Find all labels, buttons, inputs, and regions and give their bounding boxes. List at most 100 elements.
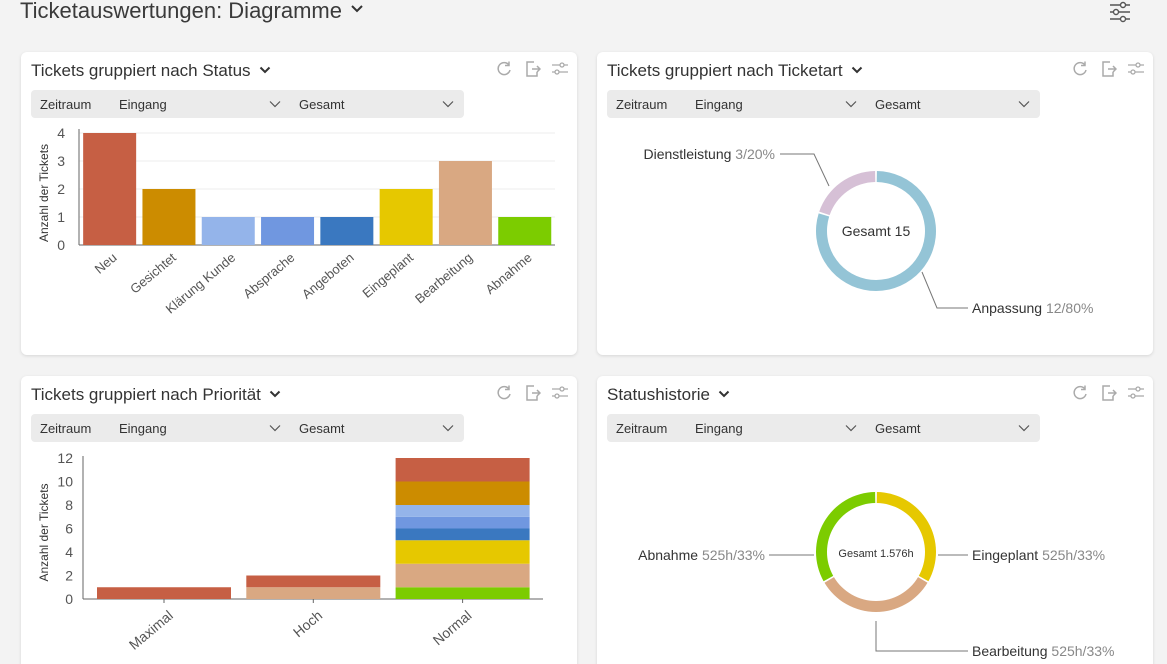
filter-gesamt-value: Gesamt	[299, 420, 345, 436]
donut-slice-bearbeitung	[824, 577, 928, 612]
card-header: Tickets gruppiert nach Ticketart	[607, 60, 863, 82]
bar-angeboten	[320, 217, 374, 245]
filter-zeitraum-label: Zeitraum	[40, 96, 92, 112]
bar-abnahme	[498, 217, 552, 245]
slice-label-bearbeitung: Bearbeitung 525h/33%	[972, 643, 1114, 659]
y-tick-label: 10	[57, 474, 73, 490]
sliders-icon[interactable]	[1108, 0, 1132, 26]
export-icon[interactable]	[523, 384, 542, 402]
bar-neu	[83, 133, 137, 245]
export-icon[interactable]	[523, 60, 542, 78]
filter-bar: Zeitraum Eingang Gesamt	[31, 90, 464, 118]
chevron-down-icon	[845, 101, 857, 108]
bar-segment-normal	[395, 540, 530, 564]
sliders-icon[interactable]	[551, 384, 569, 402]
y-tick-label: 0	[57, 237, 65, 253]
chevron-down-icon	[442, 425, 454, 432]
ticketart-card: Gesamt 15 Anpassung 12/80% Dienstleistung …	[597, 52, 1153, 355]
sliders-icon[interactable]	[1127, 384, 1145, 402]
card-title: Tickets gruppiert nach Priorität	[31, 385, 261, 404]
sliders-icon[interactable]	[551, 60, 569, 78]
filter-eingang-value: Eingang	[695, 420, 743, 436]
leader-line	[875, 621, 968, 652]
statushistorie-card: Gesamt 1.576h Eingeplant 525h/33% Bearbeit…	[597, 376, 1153, 664]
slice-value: 525h/33%	[1042, 547, 1105, 563]
chevron-down-icon[interactable]	[350, 1, 364, 19]
donut-slice-eingeplant	[876, 492, 936, 582]
filter-gesamt-select[interactable]: Gesamt	[291, 414, 464, 442]
y-tick-label: 1	[57, 209, 65, 225]
filter-bar: Zeitraum Eingang Gesamt	[31, 414, 464, 442]
filter-gesamt-select[interactable]: Gesamt	[867, 90, 1040, 118]
x-tick-label: Eingeplant	[359, 250, 416, 301]
chevron-down-icon	[442, 101, 454, 108]
refresh-icon[interactable]	[1071, 60, 1089, 78]
filter-bar: Zeitraum Eingang Gesamt	[607, 414, 1040, 442]
y-tick-label: 12	[57, 450, 73, 466]
y-tick-label: 8	[65, 497, 73, 513]
card-title: Tickets gruppiert nach Status	[31, 61, 251, 80]
bar-absprache	[261, 217, 315, 245]
bar-segment-normal	[395, 505, 530, 517]
x-tick-label: Gesichtet	[127, 250, 179, 297]
sliders-icon[interactable]	[1127, 60, 1145, 78]
refresh-icon[interactable]	[1071, 384, 1089, 402]
filter-eingang-value: Eingang	[119, 96, 167, 112]
filter-bar: Zeitraum Eingang Gesamt	[607, 90, 1040, 118]
filter-gesamt-select[interactable]: Gesamt	[867, 414, 1040, 442]
y-tick-label: 2	[65, 568, 73, 584]
bar-segment-maximal	[97, 587, 231, 599]
bar-segment-hoch	[246, 587, 381, 599]
refresh-icon[interactable]	[495, 60, 513, 78]
leader-line	[780, 153, 830, 187]
chevron-down-icon[interactable]	[851, 62, 863, 80]
refresh-icon[interactable]	[495, 384, 513, 402]
y-tick-label: 4	[65, 544, 73, 560]
donut-center-label: Gesamt 15	[842, 223, 911, 239]
filter-eingang-select[interactable]: Eingang	[687, 414, 867, 442]
filter-eingang-value: Eingang	[119, 420, 167, 436]
x-tick-label: Abnahme	[482, 250, 534, 297]
card-tools	[1071, 60, 1145, 78]
filter-eingang-select[interactable]: Eingang	[687, 90, 867, 118]
bar-segment-normal	[395, 528, 530, 541]
chevron-down-icon[interactable]	[718, 386, 730, 404]
y-tick-label: 2	[57, 181, 65, 197]
card-title: Tickets gruppiert nach Ticketart	[607, 61, 843, 80]
bar-segment-normal	[395, 563, 530, 588]
chevron-down-icon[interactable]	[269, 386, 281, 404]
ticketart-donut-chart: Gesamt 15 Anpassung 12/80% Dienstleistung …	[643, 146, 1093, 316]
card-header: Tickets gruppiert nach Status	[31, 60, 271, 82]
slice-value: 12/80%	[1046, 300, 1093, 316]
slice-label-eingeplant: Eingeplant 525h/33%	[972, 547, 1105, 563]
chevron-down-icon	[1018, 425, 1030, 432]
y-tick-label: 0	[65, 591, 73, 607]
filter-zeitraum-label: Zeitraum	[616, 96, 668, 112]
card-tools	[1071, 384, 1145, 402]
chevron-down-icon[interactable]	[259, 62, 271, 80]
filter-eingang-value: Eingang	[695, 96, 743, 112]
bar-segment-normal	[395, 516, 530, 529]
donut-slice-abnahme	[816, 492, 876, 582]
filter-eingang-select[interactable]: Eingang	[111, 414, 291, 442]
chevron-down-icon	[269, 101, 281, 108]
slice-name: Anpassung	[972, 300, 1046, 316]
slice-name: Abnahme	[638, 547, 702, 563]
leader-line	[921, 271, 968, 309]
card-title: Statushistorie	[607, 385, 710, 404]
export-icon[interactable]	[1099, 60, 1118, 78]
filter-gesamt-select[interactable]: Gesamt	[291, 90, 464, 118]
x-tick-label: Maximal	[126, 607, 176, 653]
slice-name: Eingeplant	[972, 547, 1042, 563]
slice-name: Bearbeitung	[972, 643, 1051, 659]
bar-klärung-kunde	[201, 217, 255, 245]
prioritaet-card: 0 2 4 6 8 10 12 Anzahl der Tickets Maximal Hoch No…	[21, 376, 577, 664]
x-tick-label: Angeboten	[299, 250, 357, 302]
x-tick-label: Normal	[430, 607, 475, 648]
card-tools	[495, 60, 569, 78]
slice-value: 525h/33%	[1051, 643, 1114, 659]
chevron-down-icon	[845, 425, 857, 432]
export-icon[interactable]	[1099, 384, 1118, 402]
x-tick-label: Neu	[92, 250, 120, 277]
filter-eingang-select[interactable]: Eingang	[111, 90, 291, 118]
